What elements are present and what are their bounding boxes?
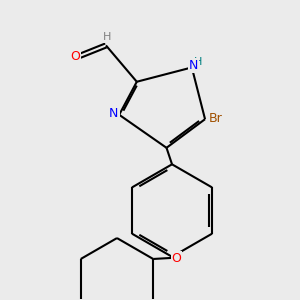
Text: N: N: [109, 107, 119, 120]
Text: N: N: [189, 59, 198, 73]
Text: O: O: [172, 252, 182, 265]
Text: H: H: [103, 32, 112, 42]
Text: O: O: [70, 50, 80, 63]
Text: Br: Br: [208, 112, 222, 125]
Text: H: H: [194, 57, 202, 67]
